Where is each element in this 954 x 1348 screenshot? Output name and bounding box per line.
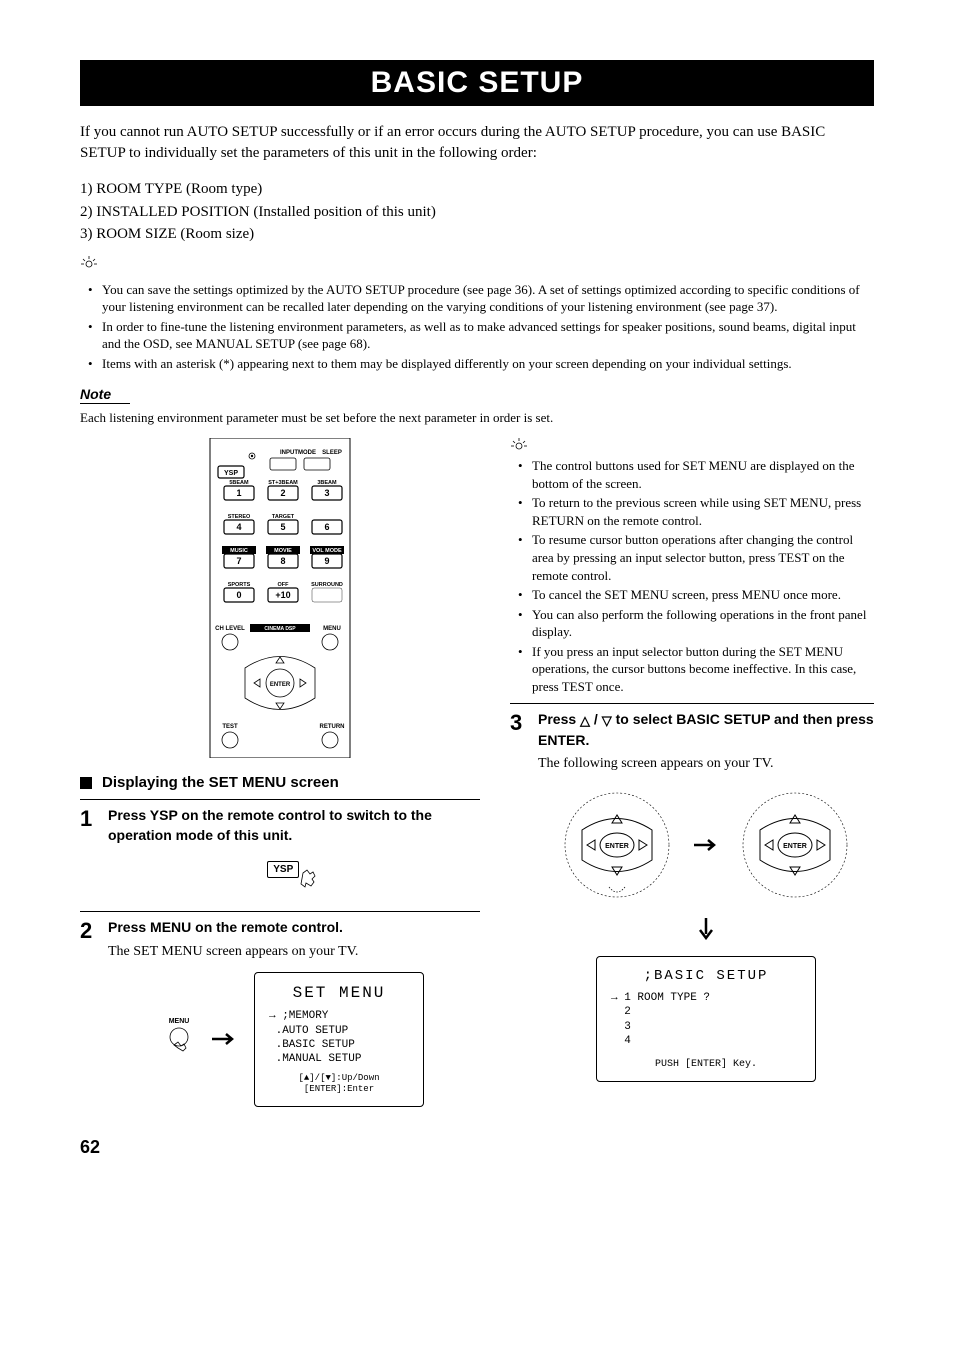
lcd-hint: [▲]/[▼]:Up/Down [ENTER]:Enter [269,1073,409,1096]
section-heading-text: Displaying the SET MENU screen [102,774,339,791]
lcd-hint: PUSH [ENTER] Key. [611,1058,801,1071]
svg-text:ENTER: ENTER [270,682,291,688]
lcd-title: ;BASIC SETUP [611,967,801,985]
step-title: Press △ / ▽ to select BASIC SETUP and th… [538,710,874,750]
note-label: Note [80,386,130,404]
svg-text:SPORTS: SPORTS [228,582,251,588]
set-menu-lcd: SET MENU → ;MEMORY .AUTO SETUP .BASIC SE… [254,972,424,1107]
step-title: Press YSP on the remote control to switc… [108,806,480,845]
svg-text:YSP: YSP [224,470,238,477]
dpad-sequence: ENTER ENTER [538,790,874,900]
step-1: 1 Press YSP on the remote control to swi… [80,799,480,903]
order-item: 1) ROOM TYPE (Room type) [80,178,874,201]
order-item: 2) INSTALLED POSITION (Installed positio… [80,201,874,224]
svg-text:VOL MODE: VOL MODE [312,548,342,554]
arrow-down-icon [538,916,874,948]
svg-text:ENTER: ENTER [605,843,629,850]
svg-text:2: 2 [280,488,285,498]
step-number: 1 [80,806,108,903]
svg-text:RETURN: RETURN [320,724,345,730]
section-displaying-set-menu: Displaying the SET MENU screen [80,774,480,791]
arrow-right-icon [210,1031,238,1047]
tip-icon [510,438,528,457]
tips-list: You can save the settings optimized by t… [80,281,874,373]
dpad-icon: ENTER [562,790,672,900]
step-title: Press MENU on the remote control. [108,918,480,938]
tip-item: You can also perform the following opera… [524,606,874,641]
svg-text:SLEEP: SLEEP [322,450,342,456]
step-number: 2 [80,918,108,1107]
arrow-right-icon [692,837,720,853]
menu-button-icon [164,1025,194,1055]
left-column: INPUTMODE SLEEP YSP 5BEAMST+3BEAM3BEAM12… [80,438,480,1107]
svg-text:7: 7 [236,556,241,566]
lcd-menu-items: → 1 ROOM TYPE ? 2 3 4 [611,991,801,1048]
svg-text:CH LEVEL: CH LEVEL [215,626,245,632]
svg-text:5BEAM: 5BEAM [229,480,249,486]
svg-text:6: 6 [324,522,329,532]
svg-text:+10: +10 [275,590,290,600]
svg-text:TARGET: TARGET [272,514,295,520]
svg-text:1: 1 [236,488,241,498]
svg-text:STEREO: STEREO [228,514,251,520]
svg-text:SURROUND: SURROUND [311,582,343,588]
svg-text:3BEAM: 3BEAM [317,480,337,486]
svg-text:CINEMA DSP: CINEMA DSP [264,626,296,632]
order-item: 3) ROOM SIZE (Room size) [80,223,874,246]
svg-text:5: 5 [280,522,285,532]
tip-item: The control buttons used for SET MENU ar… [524,457,874,492]
lcd-menu-items: → ;MEMORY .AUTO SETUP .BASIC SETUP .MANU… [269,1009,409,1066]
step-description: The following screen appears on your TV. [538,754,874,774]
intro-text: If you cannot run AUTO SETUP successfull… [80,122,874,164]
square-bullet-icon [80,777,92,789]
tip-item: Items with an asterisk (*) appearing nex… [94,355,874,373]
svg-text:8: 8 [280,556,285,566]
ysp-button-graphic: YSP [267,861,299,878]
lcd-title: SET MENU [269,983,409,1004]
tip-item: You can save the settings optimized by t… [94,281,874,316]
dpad-icon: ENTER [740,790,850,900]
right-tips-list: The control buttons used for SET MENU ar… [510,457,874,695]
remote-control-diagram: INPUTMODE SLEEP YSP 5BEAM ST+3BEAM 3BEAM 1 2… [180,438,380,758]
menu-label: MENU [164,1018,194,1025]
svg-text:ENTER: ENTER [783,843,807,850]
svg-text:9: 9 [324,556,329,566]
tip-item: In order to fine-tune the listening envi… [94,318,874,353]
basic-setup-lcd: ;BASIC SETUP → 1 ROOM TYPE ? 2 3 4 PUSH … [596,956,816,1082]
triangle-down-icon: ▽ [602,713,612,728]
tip-item: If you press an input selector button du… [524,643,874,696]
tip-item: To resume cursor button operations after… [524,531,874,584]
svg-text:ST+3BEAM: ST+3BEAM [268,480,298,486]
tip-item: To cancel the SET MENU screen, press MEN… [524,586,874,604]
right-column: The control buttons used for SET MENU ar… [510,438,874,1107]
svg-text:OFF: OFF [278,582,290,588]
step-number: 3 [510,710,538,1082]
note-text: Each listening environment parameter mus… [80,410,874,426]
svg-text:0: 0 [236,590,241,600]
svg-text:3: 3 [324,488,329,498]
svg-text:MUSIC: MUSIC [230,548,248,554]
svg-text:4: 4 [236,522,241,532]
svg-text:MENU: MENU [323,626,341,632]
press-hand-icon [297,869,321,895]
svg-text:MOVIE: MOVIE [274,548,292,554]
svg-text:INPUTMODE: INPUTMODE [280,450,316,456]
tip-icon [80,256,98,275]
setup-order-list: 1) ROOM TYPE (Room type) 2) INSTALLED PO… [80,178,874,246]
page-number: 62 [80,1137,874,1158]
tip-item: To return to the previous screen while u… [524,494,874,529]
page-title-bar: BASIC SETUP [80,60,874,106]
step-3: 3 Press △ / ▽ to select BASIC SETUP and … [510,703,874,1082]
triangle-up-icon: △ [580,713,590,728]
svg-text:TEST: TEST [222,724,238,730]
step-description: The SET MENU screen appears on your TV. [108,942,480,962]
step-2: 2 Press MENU on the remote control. The … [80,911,480,1107]
